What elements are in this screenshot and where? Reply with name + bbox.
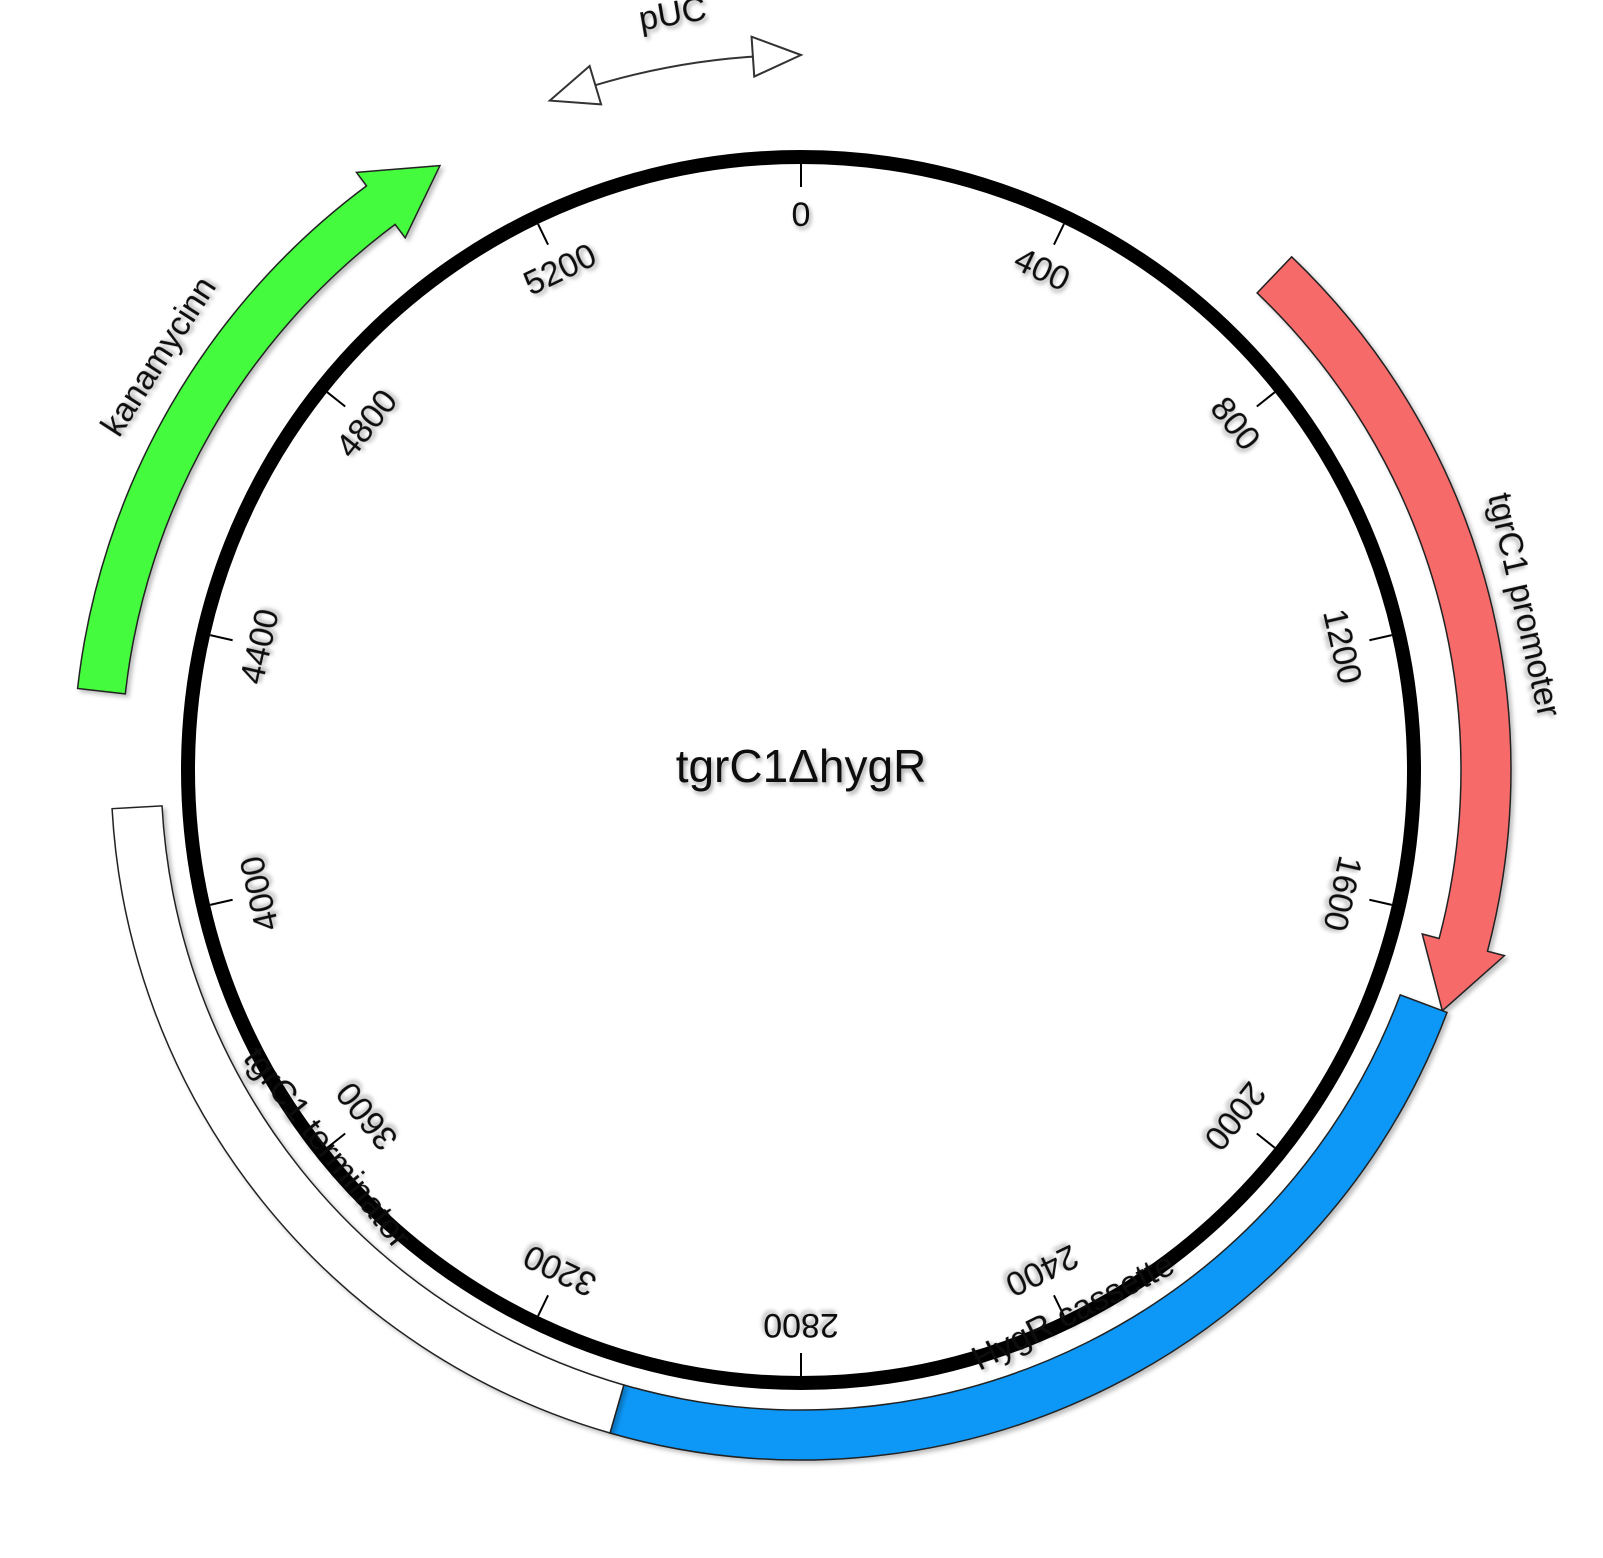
tick-label: 1600	[1315, 852, 1369, 934]
tick-label: 400	[1008, 241, 1076, 300]
puc-label: pUC	[636, 0, 709, 38]
tick-mark	[537, 223, 549, 246]
tick-label: 4400	[233, 605, 287, 687]
tick-mark	[1053, 223, 1065, 246]
puc-arrowhead	[750, 35, 804, 79]
plasmid-name: tgrC1ΔhygR	[676, 740, 927, 792]
kanamycinn-band	[76, 164, 442, 695]
tick-mark	[326, 1132, 346, 1149]
tick-label: 4000	[233, 852, 287, 934]
puc-arrowhead	[547, 64, 603, 106]
tick-mark	[209, 634, 233, 642]
backbone-circle	[181, 150, 1421, 1390]
tick-mark	[209, 898, 233, 906]
tgrc1-terminator-band	[111, 805, 625, 1434]
tick-label: 3200	[518, 1237, 603, 1304]
tgrc1-promoter-band	[1256, 255, 1512, 1013]
tick-mark	[537, 1294, 549, 1317]
tick-mark	[1256, 1132, 1276, 1149]
tick-label: 800	[1202, 390, 1267, 458]
puc-arrow	[583, 54, 777, 90]
tick-label: 5200	[518, 236, 603, 303]
features-layer	[76, 35, 1512, 1461]
tick-mark	[326, 391, 346, 408]
tick-mark	[1369, 898, 1393, 906]
tick-mark	[1053, 1294, 1065, 1317]
tick-mark	[1369, 634, 1393, 642]
hygr-cassette-band	[609, 993, 1448, 1461]
tick-label: 4800	[329, 383, 406, 466]
tick-label: 0	[792, 196, 811, 234]
tick-label: 2000	[1196, 1075, 1273, 1158]
tick-label: 2800	[763, 1306, 839, 1344]
tick-mark	[1256, 391, 1276, 408]
tick-label: 1200	[1315, 605, 1369, 687]
